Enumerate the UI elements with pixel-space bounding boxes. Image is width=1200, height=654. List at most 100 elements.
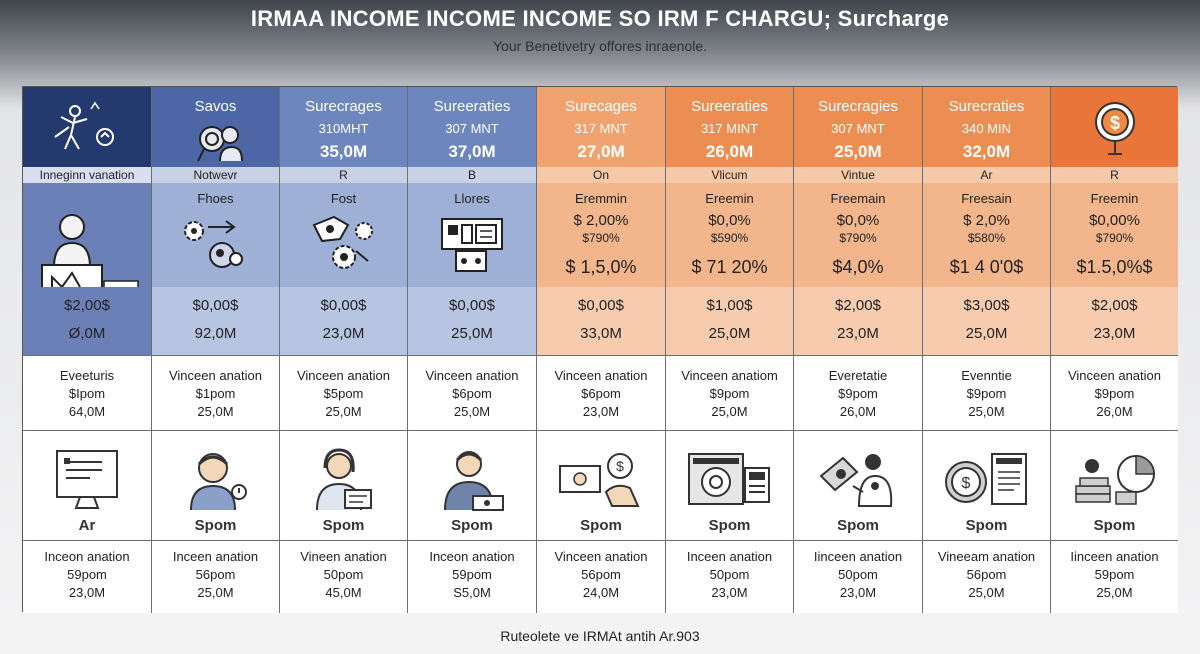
summary-amount: 23,0M <box>839 585 877 600</box>
value-secondary: 23,0M <box>322 325 365 342</box>
detail-amount: 25,0M <box>968 404 1005 419</box>
header-sub: 317 MINT <box>700 121 759 136</box>
row-icon: Spom <box>152 431 279 541</box>
summary-label: Inceen anation <box>686 549 773 564</box>
person-desk-icon <box>408 441 536 517</box>
detail-amount: 25,0M <box>453 404 491 419</box>
summary-rate: 50pom <box>709 567 750 582</box>
row-summary: Inceen anation 56pom 25,0M <box>152 541 279 613</box>
column-1: Inneginn vanation $2,00$ Ø,0M Eveeturis … <box>23 87 152 613</box>
row-details: Vinceen anation $6pom 25,0M <box>408 355 536 431</box>
row-details: Everetatie $9pom 26,0M <box>794 355 922 431</box>
column-header: Sureeraties 307 MNT 37,0M <box>408 87 536 167</box>
support-agent-icon <box>280 441 407 517</box>
header-sub: 340 MIN <box>961 121 1012 136</box>
value-primary: $0,00$ <box>449 297 495 314</box>
surcharge-table: Inneginn vanation $2,00$ Ø,0M Eveeturis … <box>22 86 1178 613</box>
header-value: 26,0M <box>705 142 754 161</box>
icon-label: Spom <box>194 517 237 534</box>
page-subtitle: Your Benetivetry offores inraenole. <box>492 38 708 54</box>
gears-person-icon <box>152 210 279 276</box>
detail-label: Vinceen anation <box>425 368 519 383</box>
row-summary: Iinceen anation 59pom 25,0M <box>1051 541 1178 613</box>
icon-label: Spom <box>965 517 1008 534</box>
summary-amount: 45,0M <box>325 585 362 600</box>
column-band: B <box>408 167 536 183</box>
column-header: Surecraties 340 MIN 32,0M <box>923 87 1050 167</box>
value-secondary: 23,0M <box>1093 325 1136 342</box>
column-header: Surecrages 310MHT 35,0M <box>280 87 407 167</box>
row-icon: Spom <box>794 431 922 541</box>
column-4: Sureeraties 307 MNT 37,0M B Llores $0,00… <box>408 87 537 613</box>
mid-percent: $0,00% <box>1089 212 1140 229</box>
mid-rate: $1 4 0'0$ <box>949 257 1024 277</box>
header-value: 32,0M <box>962 142 1011 161</box>
row-icon: Spom <box>408 431 536 541</box>
summary-rate: 50pom <box>838 567 878 582</box>
row-details: Vinceen anation $6pom 23,0M <box>537 355 665 431</box>
column-9: $ R Freemin $0,00% $790% $1.5,0%$ $2,00$… <box>1051 87 1178 613</box>
summary-label: Iinceen anation <box>813 549 903 564</box>
money-bag-person-icon <box>794 441 922 517</box>
value-primary: $2,00$ <box>64 297 110 314</box>
value-secondary: Ø,0M <box>68 325 106 342</box>
icon-label: Ar <box>78 517 96 534</box>
mid-rate: $1.5,0%$ <box>1076 257 1153 277</box>
dollar-badge-icon: $ <box>1051 87 1178 167</box>
header-title: Surecrages <box>305 98 382 115</box>
value-secondary: 33,0M <box>580 325 622 342</box>
mid-label: Freemain <box>830 191 886 206</box>
row-summary: Inceen anation 50pom 23,0M <box>666 541 793 613</box>
summary-rate: 59pom <box>67 567 107 582</box>
column-2: Savos Notwevr Fhoes $0,00$ 92,0M Vinceen… <box>152 87 280 613</box>
mid-label: Ereemin <box>705 191 754 206</box>
column-3: Surecrages 310MHT 35,0M R Fost $0,00$ 23… <box>280 87 408 613</box>
header-title: Surecragies <box>817 98 899 115</box>
column-band: R <box>280 167 407 183</box>
mid-percent-secondary: $580% <box>967 231 1006 245</box>
summary-amount: S5,0M <box>453 585 491 600</box>
summary-amount: 25,0M <box>197 585 234 600</box>
computer-screen-icon <box>23 441 151 517</box>
summary-rate: 56pom <box>581 567 621 582</box>
icon-label: Spom <box>1093 517 1136 534</box>
value-secondary: 25,0M <box>965 325 1008 342</box>
building-calculator-icon <box>408 210 536 276</box>
summary-rate: 59pom <box>1094 567 1135 582</box>
mid-rate: $4,0% <box>832 257 884 277</box>
icon-label: Spom <box>580 517 622 534</box>
value-primary: $2,00$ <box>1091 297 1138 314</box>
detail-amount: 25,0M <box>325 404 362 419</box>
mid-label: Fost <box>330 191 357 206</box>
header-title: Surecages <box>565 98 637 115</box>
row-details: Evenntie $9pom 25,0M <box>923 355 1050 431</box>
summary-rate: 56pom <box>195 567 236 582</box>
mid-percent-secondary: $590% <box>710 231 749 245</box>
row-details: Vinceen anatiom $9pom 25,0M <box>666 355 793 431</box>
row-summary: Vineen anation 50pom 45,0M <box>280 541 407 613</box>
value-primary: $0,00$ <box>320 297 367 314</box>
coins-pie-chart-icon <box>1051 441 1178 517</box>
column-5: Surecages 317 MNT 27,0M On Eremmin $ 2,0… <box>537 87 666 613</box>
value-secondary: 23,0M <box>837 325 879 342</box>
header-title: Sureeraties <box>433 98 511 115</box>
detail-rate: $1pom <box>195 386 236 401</box>
value-primary: $2,00$ <box>835 297 881 314</box>
header-value: 27,0M <box>577 142 625 161</box>
row-icon: $ Spom <box>537 431 665 541</box>
detail-rate: $9pom <box>838 386 878 401</box>
mid-label: Llores <box>454 191 490 206</box>
summary-label: Vineen anation <box>300 549 387 564</box>
column-header: Surecages 317 MNT 27,0M <box>537 87 665 167</box>
row-details: Vinceen anation $5pom 25,0M <box>280 355 407 431</box>
detail-label: Vinceen anation <box>1067 368 1161 383</box>
mid-rate: $ 1,5,0% <box>565 257 637 277</box>
column-band: Vlicum <box>666 167 793 183</box>
summary-label: Inceon anation <box>44 549 130 564</box>
row-icon: $ Spom <box>923 431 1050 541</box>
value-primary: $1,00$ <box>706 297 753 314</box>
header-sub: 307 MNT <box>831 121 885 136</box>
row-summary: Vineeam anation 56pom 25,0M <box>923 541 1050 613</box>
header-sub: 317 MNT <box>574 121 628 136</box>
detail-rate: $6pom <box>581 386 621 401</box>
